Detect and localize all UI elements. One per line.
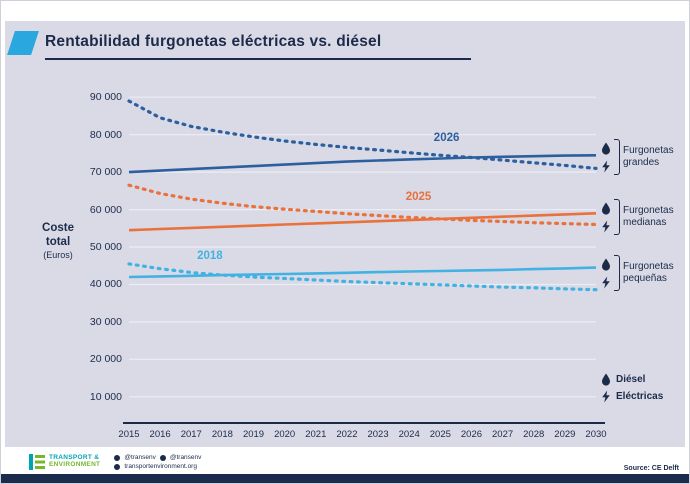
- diesel-legend-row: Diésel: [601, 373, 663, 386]
- y-axis-title-line2: total: [45, 236, 71, 249]
- x-tick-label: 2025: [429, 429, 451, 440]
- facebook-handle: @transenv: [169, 454, 202, 461]
- social-row-2: transportenvironment.org: [114, 463, 201, 470]
- legend-bracket: [614, 199, 620, 235]
- crossover-year-annotation: 2018: [197, 250, 223, 262]
- legend-label-line2: medianas: [623, 217, 667, 228]
- y-tick-label: 30 000: [89, 315, 122, 328]
- website-url: transportenvironment.org: [124, 463, 197, 470]
- legend-bracket: [614, 255, 620, 291]
- legend-label-line2: pequeñas: [623, 273, 667, 284]
- legend-icons: [601, 202, 611, 233]
- legend-label-line1: Furgonetas: [623, 261, 674, 272]
- lightning-icon: [602, 220, 610, 232]
- footer: TRANSPORT & ENVIRONMENT @transenv @trans…: [29, 450, 679, 474]
- legend-group-pequenas: Furgonetas pequeñas: [601, 255, 689, 291]
- series-line: [128, 154, 597, 174]
- x-tick-label: 2023: [367, 429, 389, 440]
- y-tick-label: 40 000: [89, 278, 122, 291]
- series-line: [128, 266, 597, 279]
- x-tick-label: 2017: [180, 429, 202, 440]
- legend-bracket: [614, 139, 620, 175]
- fuel-drop-icon: [602, 373, 610, 386]
- lightning-icon: [602, 160, 610, 172]
- crossover-year-annotation: 2026: [434, 132, 460, 144]
- legend-label-line1: Furgonetas: [623, 145, 674, 156]
- x-tick-label: 2024: [398, 429, 420, 440]
- page-title: Rentabilidad furgonetas eléctricas vs. d…: [45, 33, 471, 60]
- x-tick-label: 2018: [211, 429, 233, 440]
- source-credit: Source: CE Delft: [623, 465, 679, 472]
- series-line: [127, 183, 598, 227]
- electric-legend-row: Eléctricas: [601, 390, 663, 403]
- y-tick-label: 80 000: [89, 128, 122, 141]
- x-axis-line: [123, 422, 605, 425]
- fuel-drop-icon: [602, 142, 610, 155]
- plot-area: 2026 2025 2018: [127, 86, 598, 423]
- diesel-legend-label: Diésel: [616, 374, 646, 385]
- y-tick-label: 10 000: [89, 390, 122, 403]
- legend-group-medianas: Furgonetas medianas: [601, 199, 689, 235]
- fuel-drop-icon: [602, 202, 610, 215]
- x-tick-label: 2020: [274, 429, 296, 440]
- legend-group-grandes: Furgonetas grandes: [601, 139, 689, 175]
- lightning-icon: [602, 390, 610, 403]
- logo-line1: TRANSPORT &: [49, 454, 100, 462]
- legend-icons: [601, 142, 611, 173]
- x-tick-label: 2029: [554, 429, 576, 440]
- x-tick-label: 2021: [305, 429, 327, 440]
- y-tick-label: 50 000: [89, 241, 122, 253]
- line-chart: 2026 2025 2018: [127, 96, 598, 398]
- globe-icon: [114, 463, 121, 470]
- x-tick-label: 2022: [336, 429, 358, 440]
- twitter-handle: @transenv: [124, 454, 156, 461]
- y-tick-label: 90 000: [89, 91, 122, 104]
- y-tick-label: 70 000: [89, 166, 122, 179]
- bottom-accent-bar: [1, 474, 689, 483]
- transport-environment-logo: TRANSPORT & ENVIRONMENT: [29, 454, 100, 470]
- x-tick-label: 2027: [492, 429, 514, 440]
- chart-card: [5, 21, 685, 447]
- y-tick-label: 20 000: [89, 353, 122, 366]
- legend-icons: [601, 258, 611, 289]
- legend-label: Furgonetas grandes: [623, 145, 674, 169]
- y-tick-label: 60 000: [89, 203, 122, 216]
- y-axis-title-line1: Coste: [42, 222, 74, 234]
- legend-label: Furgonetas pequeñas: [623, 261, 674, 285]
- x-tick-label: 2030: [585, 429, 607, 440]
- y-axis-title: Coste total (Euros): [19, 221, 97, 261]
- legend-label-line1: Furgonetas: [623, 205, 674, 216]
- x-tick-label: 2019: [242, 429, 265, 440]
- logo-text: TRANSPORT & ENVIRONMENT: [49, 454, 101, 469]
- crossover-year-annotation: 2025: [406, 191, 432, 203]
- x-tick-label: 2026: [460, 429, 483, 440]
- social-row-1: @transenv @transenv: [114, 454, 201, 461]
- social-links: @transenv @transenv transportenvironment…: [114, 454, 201, 470]
- x-tick-label: 2028: [523, 429, 545, 440]
- fuel-drop-icon: [602, 258, 610, 271]
- twitter-icon: [114, 454, 121, 461]
- legend-label-line2: grandes: [623, 157, 660, 168]
- facebook-icon: [159, 454, 166, 461]
- series-line: [128, 212, 597, 232]
- y-axis-title-line3: (Euros): [43, 249, 73, 260]
- te-logo-icon: [29, 454, 45, 470]
- x-tick-label: 2016: [149, 429, 171, 440]
- series-line: [127, 99, 598, 171]
- electric-legend-label: Eléctricas: [616, 391, 664, 402]
- x-tick-label: 2015: [118, 429, 140, 440]
- legend-label: Furgonetas medianas: [623, 205, 674, 229]
- fuel-type-legend: Diésel Eléctricas: [601, 373, 663, 403]
- lightning-icon: [602, 276, 610, 288]
- logo-line2: ENVIRONMENT: [49, 461, 101, 468]
